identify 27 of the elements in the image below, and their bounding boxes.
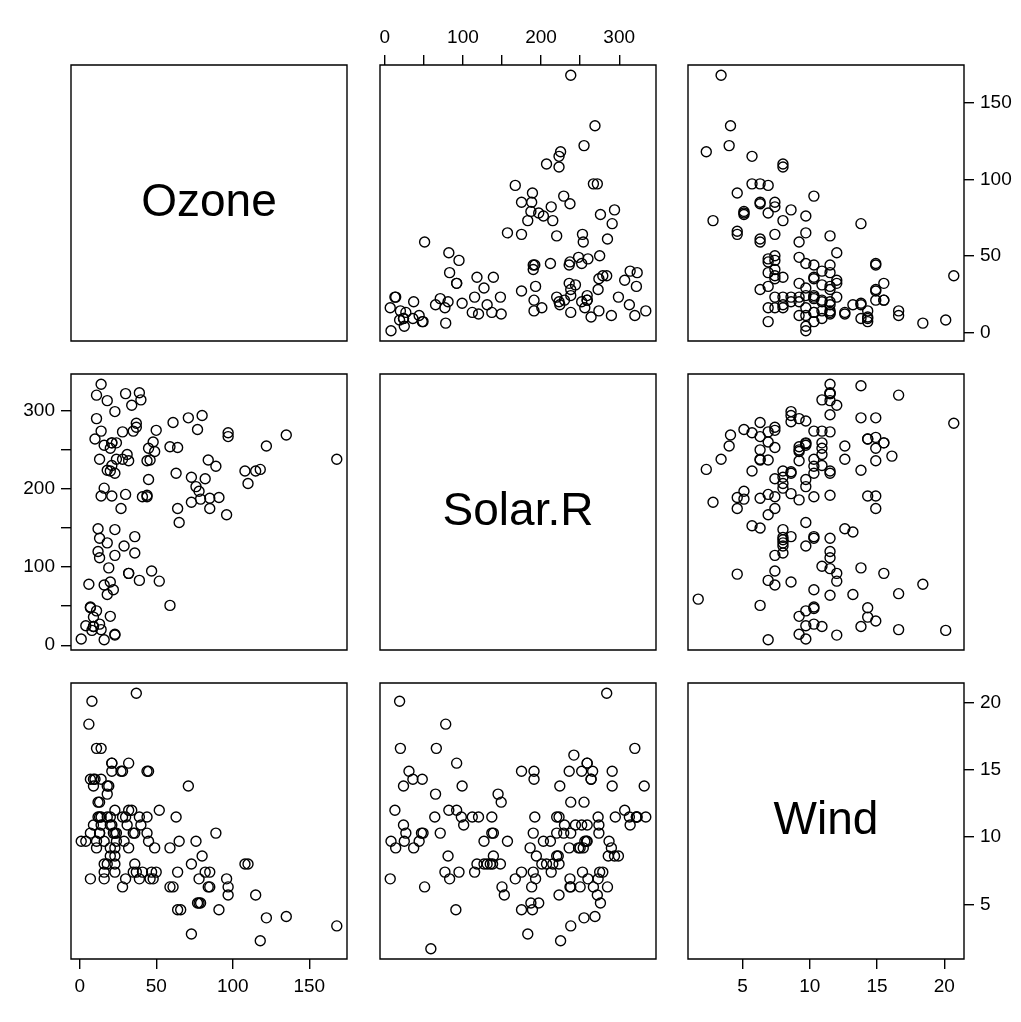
text: Wind (773, 791, 879, 844)
y-tick-label: 100 (23, 555, 55, 577)
y-tick-label: 200 (23, 477, 55, 499)
x-tick-label: 20 (933, 974, 955, 996)
x-tick-label: 150 (293, 974, 326, 996)
x-tick-label: 5 (737, 974, 748, 996)
x-tick-label: 15 (866, 974, 888, 996)
x-tick-label: 0 (379, 25, 391, 47)
x-tick-label: 200 (525, 25, 557, 47)
y-tick-label: 0 (980, 320, 991, 342)
x-tick-label: 50 (145, 974, 167, 996)
y-tick-label: 100 (980, 167, 1012, 189)
x-tick-label: 10 (799, 974, 821, 996)
x-tick-label: 100 (447, 25, 479, 47)
text: Ozone (141, 173, 277, 226)
x-tick-label: 100 (216, 974, 249, 996)
text: Solar.R (442, 482, 594, 535)
y-tick-label: 300 (23, 399, 55, 421)
y-tick-label: 5 (980, 892, 991, 914)
y-tick-label: 20 (980, 690, 1002, 712)
x-tick-label: 0 (74, 974, 85, 996)
y-tick-label: 50 (980, 244, 1002, 266)
y-tick-label: 150 (980, 91, 1012, 112)
x-tick-label: 300 (603, 25, 636, 47)
y-tick-label: 15 (980, 758, 1002, 780)
y-tick-label: 10 (980, 825, 1002, 847)
y-tick-label: 0 (44, 633, 55, 655)
